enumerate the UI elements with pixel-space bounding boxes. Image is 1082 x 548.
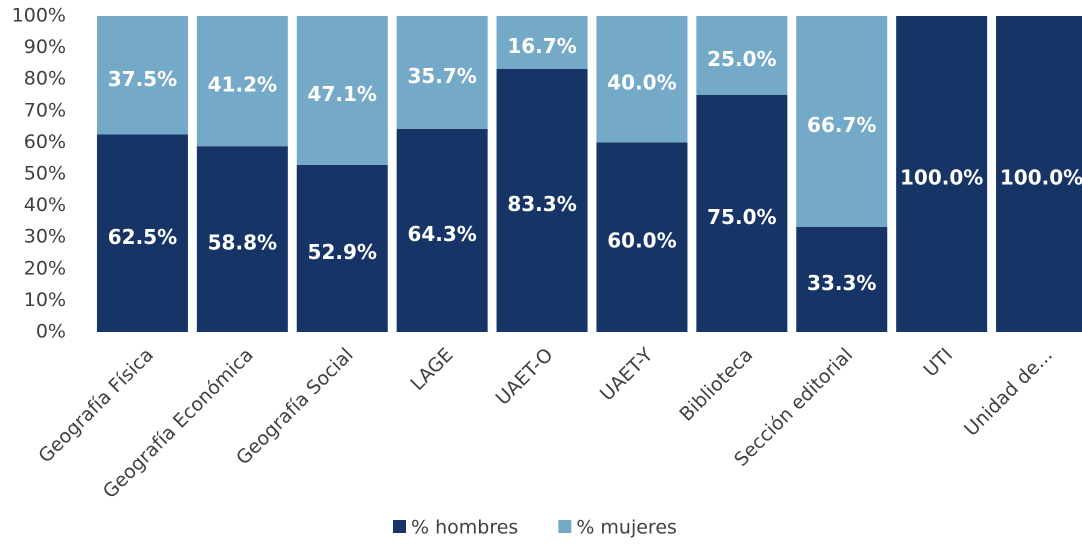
legend-swatch [558,520,572,533]
data-label: 16.7% [507,34,576,58]
bar-segment [896,16,988,332]
data-label: 83.3% [507,192,576,216]
bar-segment [496,68,588,332]
data-label: 58.8% [208,231,277,255]
bar-segment [96,16,188,135]
data-label: 40.0% [607,71,676,95]
x-tick-label: Biblioteca [675,344,757,426]
legend-label: % mujeres [576,517,677,539]
y-tick-label: 60% [24,131,66,153]
data-label: 33.3% [807,271,876,295]
y-tick-label: 90% [24,36,66,58]
data-label: 64.3% [407,222,476,246]
y-tick-label: 10% [24,289,66,311]
data-label: 60.0% [607,229,676,253]
bar-segment [696,95,788,332]
y-tick-label: 40% [24,194,66,216]
bar-segment [196,146,288,332]
bar-segment [696,16,788,95]
x-tick-label: UAET-O [492,344,558,410]
legend-swatch [393,520,406,533]
bar-segment [296,164,388,332]
data-label: 37.5% [108,67,177,91]
data-label: 66.7% [807,113,876,137]
y-tick-label: 50% [24,163,66,185]
bar-segment [296,16,388,165]
y-tick-label: 70% [24,99,66,121]
bar-segment [496,16,588,69]
data-label: 100.0% [900,166,983,190]
legend-label: % hombres [411,517,518,539]
y-tick-label: 30% [24,226,66,248]
x-tick-label: Unidad de... [960,344,1057,441]
x-tick-label: LAGE [406,344,457,395]
bar-segment [796,16,888,227]
x-tick-label: UAET-Y [596,344,658,406]
data-label: 25.0% [707,47,776,71]
data-label: 100.0% [1000,166,1082,190]
x-tick-label: UTI [920,344,958,382]
data-label: 62.5% [108,225,177,249]
y-tick-label: 0% [36,321,66,343]
bar-segment [396,128,488,332]
bar-segment [196,16,288,147]
data-label: 41.2% [208,73,277,97]
bar-segment [96,134,188,332]
data-label: 35.7% [407,64,476,88]
y-tick-label: 100% [12,5,66,27]
y-tick-label: 80% [24,68,66,90]
bar-segment [596,16,688,143]
bar-segment [796,226,888,332]
data-label: 47.1% [308,82,377,106]
y-tick-label: 20% [24,257,66,279]
bar-segment [396,16,488,129]
data-label: 52.9% [308,240,377,264]
data-label: 75.0% [707,205,776,229]
bar-segment [596,142,688,332]
bar-segment [996,16,1082,332]
